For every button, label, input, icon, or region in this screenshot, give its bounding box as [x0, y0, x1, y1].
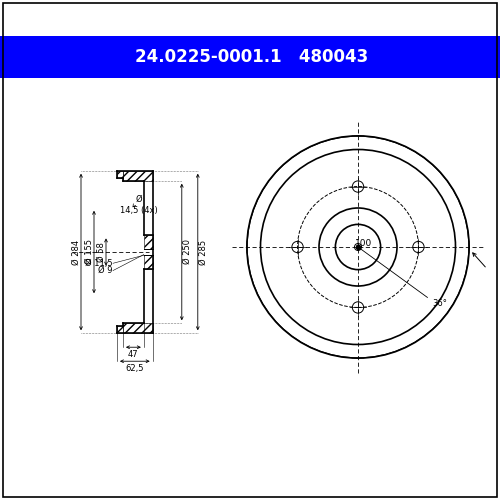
Text: 14,5 (4x): 14,5 (4x) — [120, 206, 158, 215]
Bar — [0, 36, 500, 78]
Text: Ø: Ø — [136, 195, 142, 204]
Bar — [144, 236, 152, 248]
Text: Ø 58: Ø 58 — [96, 242, 106, 262]
Bar — [123, 171, 152, 180]
Text: Ø 11,5: Ø 11,5 — [86, 259, 113, 268]
Text: 100: 100 — [356, 238, 372, 248]
Bar — [123, 324, 152, 333]
Text: Ø 285: Ø 285 — [200, 240, 208, 264]
Bar — [144, 256, 152, 268]
Text: 62,5: 62,5 — [126, 364, 144, 372]
Bar — [117, 171, 123, 178]
Bar — [117, 326, 123, 333]
Text: Ø 284: Ø 284 — [72, 240, 80, 264]
Text: Ø 250: Ø 250 — [184, 240, 192, 264]
Text: Ø 155: Ø 155 — [84, 240, 94, 264]
Text: 24.0225-0001.1   480043: 24.0225-0001.1 480043 — [136, 48, 368, 66]
Text: 36°: 36° — [432, 300, 448, 308]
Text: 47: 47 — [128, 350, 138, 358]
Text: Ø 9: Ø 9 — [98, 266, 113, 275]
